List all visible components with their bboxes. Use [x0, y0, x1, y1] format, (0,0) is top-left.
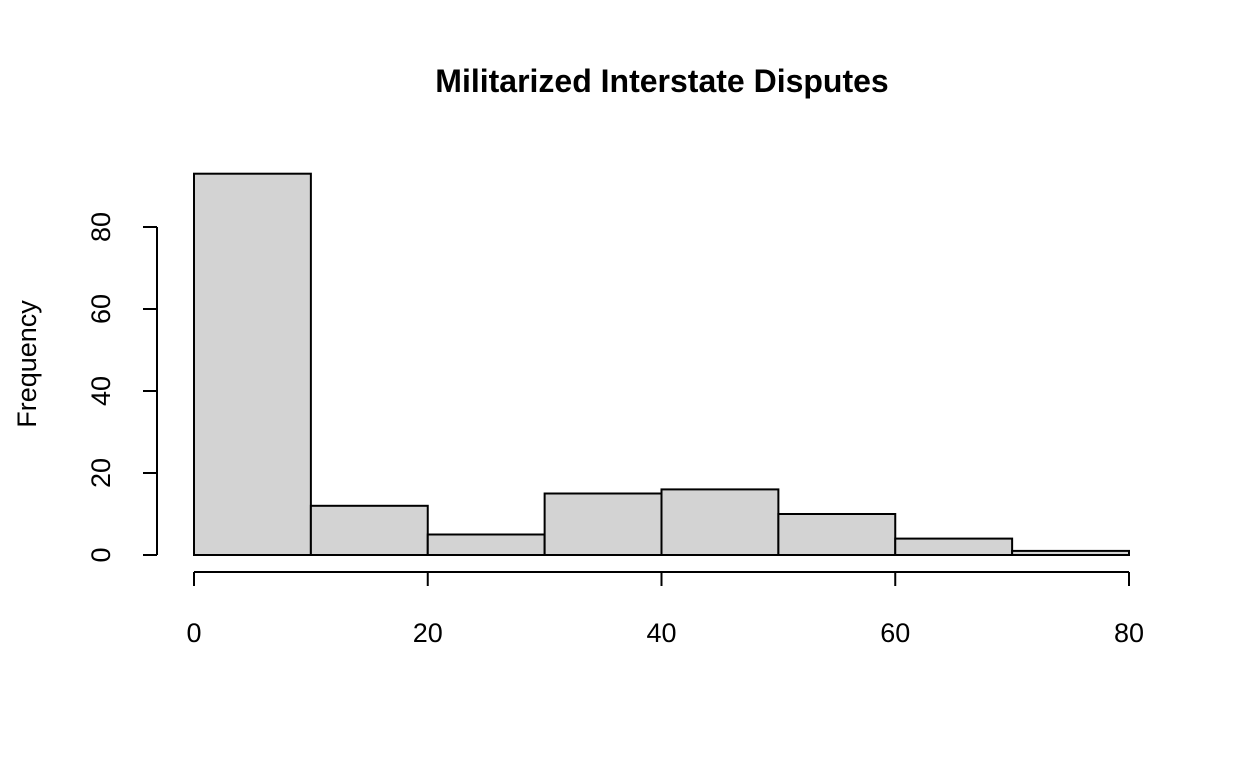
histogram-bar-1 [193, 172, 312, 556]
y-axis-label: Frequency [12, 300, 42, 428]
x-tick-label-40: 40 [646, 618, 676, 648]
y-axis: 0 20 40 60 80 [86, 212, 158, 563]
y-tick-label-80: 80 [86, 212, 116, 242]
histogram-bar-6 [777, 513, 897, 556]
bars-group [193, 172, 1130, 557]
x-axis: 0 20 40 60 80 [186, 571, 1144, 648]
histogram-bar-4 [543, 492, 663, 556]
histogram-bar-3 [426, 533, 546, 556]
x-tick-label-20: 20 [413, 618, 443, 648]
histogram-bar-2 [309, 504, 429, 556]
y-tick-label-20: 20 [86, 458, 116, 488]
histogram-bar-8 [1011, 549, 1130, 557]
y-tick-label-0: 0 [86, 547, 116, 562]
x-tick-label-80: 80 [1114, 618, 1144, 648]
histogram-bar-5 [660, 488, 780, 556]
x-tick-label-0: 0 [186, 618, 201, 648]
chart-title: Militarized Interstate Disputes [435, 63, 888, 99]
y-tick-label-40: 40 [86, 376, 116, 406]
histogram-bar-7 [894, 537, 1014, 556]
y-tick-label-60: 60 [86, 294, 116, 324]
x-tick-label-60: 60 [880, 618, 910, 648]
